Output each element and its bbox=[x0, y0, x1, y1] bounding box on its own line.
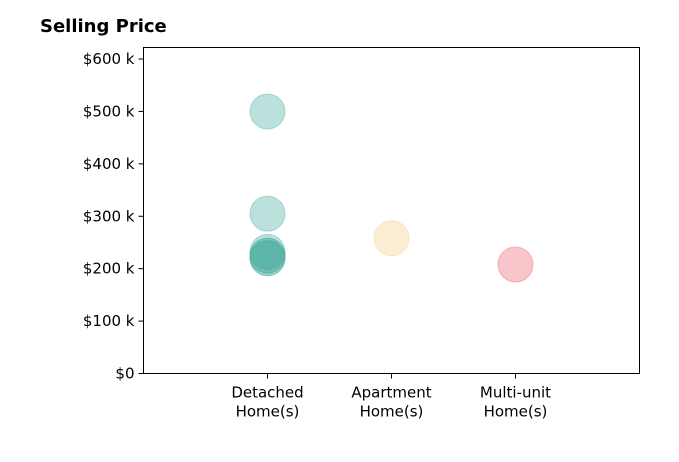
x-tick-label: Home(s) bbox=[360, 403, 424, 421]
x-tick-label: Apartment bbox=[351, 384, 431, 402]
data-point bbox=[249, 240, 286, 277]
y-tick-label: $500 k bbox=[83, 102, 135, 120]
plot-frame bbox=[143, 47, 640, 374]
x-tick-label: Home(s) bbox=[484, 403, 548, 421]
data-point bbox=[497, 246, 534, 283]
y-tick-label: $100 k bbox=[83, 312, 135, 330]
x-tick-label: Home(s) bbox=[236, 403, 300, 421]
data-point bbox=[249, 195, 286, 232]
data-point bbox=[373, 220, 410, 257]
chart-title: Selling Price bbox=[40, 16, 167, 37]
x-tick-label: Detached bbox=[231, 384, 303, 402]
x-axis: DetachedHome(s)ApartmentHome(s)Multi-uni… bbox=[231, 373, 551, 421]
data-points bbox=[249, 93, 534, 283]
y-tick-label: $0 bbox=[115, 365, 134, 383]
data-point bbox=[249, 93, 286, 130]
y-tick-label: $200 k bbox=[83, 260, 135, 278]
y-tick-label: $600 k bbox=[83, 50, 135, 68]
y-axis: $0 $100 k $200 k $300 k $400 k $500 k $600 k bbox=[83, 50, 144, 383]
x-tick-label: Multi-unit bbox=[480, 384, 551, 402]
y-tick-label: $400 k bbox=[83, 155, 135, 173]
y-tick-label: $300 k bbox=[83, 207, 135, 225]
